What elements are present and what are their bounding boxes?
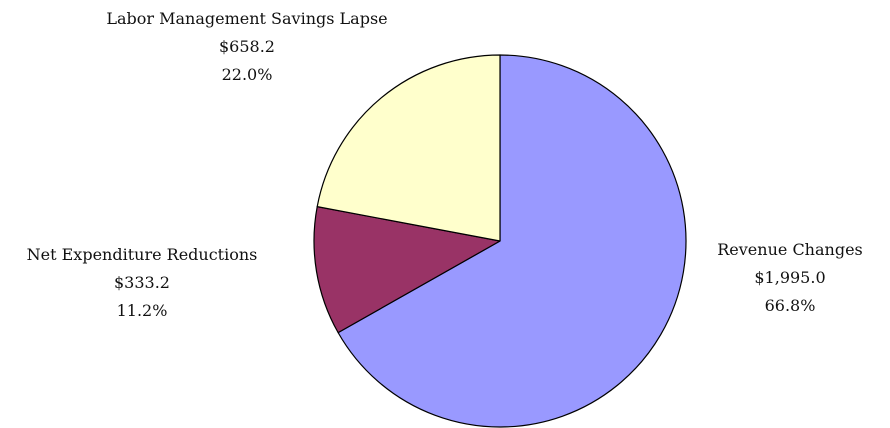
label-labor-management-savings-lapse-amount: $658.2	[219, 37, 275, 56]
label-net-expenditure-reductions-amount: $333.2	[114, 273, 170, 292]
label-labor-management-savings-lapse-percent: 22.0%	[222, 65, 273, 84]
label-revenue-changes-percent: 66.8%	[765, 296, 816, 315]
label-net-expenditure-reductions-name: Net Expenditure Reductions	[27, 245, 258, 264]
slice-net-expenditure-reductions	[313, 206, 501, 334]
label-labor-management-savings-lapse: Labor Management Savings Lapse $658.2 22…	[106, 9, 387, 84]
slice-revenue-changes	[337, 54, 687, 428]
label-revenue-changes-name: Revenue Changes	[717, 240, 863, 259]
label-revenue-changes: Revenue Changes $1,995.0 66.8%	[717, 240, 863, 315]
label-labor-management-savings-lapse-name: Labor Management Savings Lapse	[106, 9, 387, 28]
pie-slices	[313, 54, 687, 428]
label-net-expenditure-reductions: Net Expenditure Reductions $333.2 11.2%	[27, 245, 258, 320]
label-revenue-changes-amount: $1,995.0	[754, 268, 825, 287]
label-net-expenditure-reductions-percent: 11.2%	[117, 301, 168, 320]
slice-labor-management-savings-lapse	[316, 54, 501, 242]
